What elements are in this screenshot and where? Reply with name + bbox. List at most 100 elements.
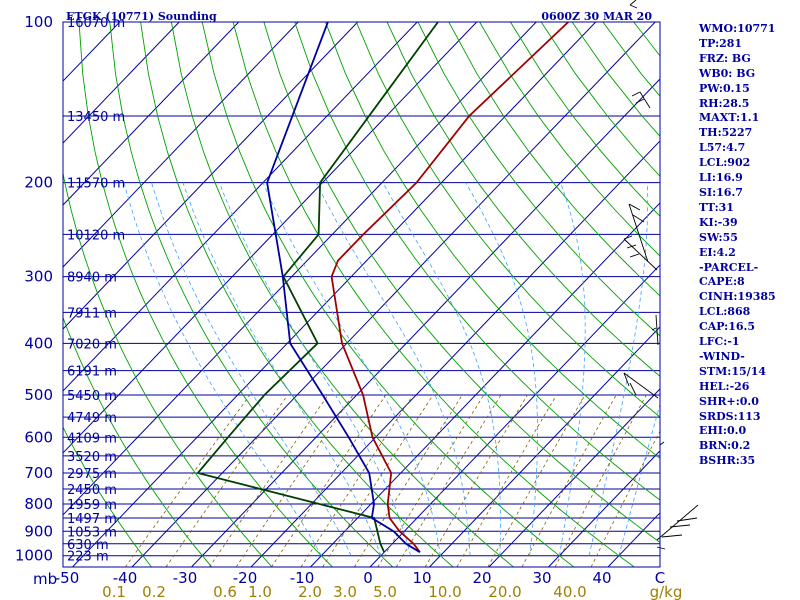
mixing-ratio-line [209, 394, 329, 567]
index-item: TP:281 [699, 36, 743, 50]
wind-barb [623, 372, 659, 399]
plot-frame [62, 21, 661, 568]
temperature-tick-label: 0 [363, 569, 373, 587]
moist-adiabat [262, 182, 441, 556]
mixing-ratio-tick-label: 10.0 [428, 583, 461, 600]
mixing-ratio-tick-label: g/kg [650, 583, 683, 600]
moist-adiabat-lines [123, 182, 660, 556]
index-item: -WIND- [699, 349, 745, 363]
index-item: SHR+:0.0 [699, 394, 759, 408]
dry-adiabat [294, 22, 660, 501]
height-label: 4109 m [67, 431, 117, 446]
mixing-ratio-axis-labels: 0.1 0.2 0.6 1.0 2.0 3.0 5.0 10.0 20.0 40.0 g/kg [102, 583, 682, 600]
isotherm-line [250, 140, 660, 567]
index-item: KI:-39 [699, 215, 738, 229]
pressure-unit-label: mb [33, 570, 57, 588]
height-label: 3520 m [67, 450, 117, 465]
pressure-tick-label: 400 [24, 334, 53, 352]
dry-adiabat [109, 22, 394, 567]
mixing-ratio-line [521, 394, 617, 567]
temperature-tick-label: -50 [55, 569, 80, 587]
dry-adiabat-lines [63, 22, 660, 567]
isotherm-line [0, 22, 1, 567]
dry-adiabat [201, 22, 575, 567]
mixing-ratio-line [487, 394, 586, 567]
isotherm-line [63, 22, 240, 206]
wind-barb-stroke [628, 203, 649, 263]
temperature-tick-label: -40 [113, 569, 138, 587]
mixing-ratio-tick-label: 0.6 [213, 583, 237, 600]
isotherm-line [63, 22, 180, 144]
index-item: EI:4.2 [699, 245, 736, 259]
wind-barb-stroke [629, 0, 637, 6]
index-item: SRDS:113 [699, 409, 761, 423]
index-item: CAPE:8 [699, 275, 745, 289]
moist-adiabat [219, 182, 411, 556]
wind-barb-stroke [661, 534, 683, 538]
height-label: 630 m [67, 538, 109, 553]
index-item: FRZ: BG [699, 51, 751, 65]
index-item: HEL:-26 [699, 379, 750, 393]
dry-adiabat [170, 22, 514, 567]
isobar-lines [63, 21, 660, 568]
index-item: TH:5227 [699, 126, 753, 140]
moist-adiabat [151, 182, 352, 556]
height-label: 11570 m [67, 177, 125, 192]
wind-barb-stroke [623, 372, 659, 399]
mixing-ratio-line [554, 394, 647, 567]
mixing-ratio-line [354, 394, 463, 567]
temperature-tick-label: 30 [532, 569, 551, 587]
dry-adiabat [78, 22, 333, 567]
temperature-axis-labels: -50 -40 -30 -20 -10 0 10 20 30 40 C [55, 569, 665, 587]
index-item: SW:55 [699, 230, 738, 244]
sounding-profiles [196, 22, 569, 553]
temperature-tick-label: 10 [412, 569, 431, 587]
wind-barb-stroke [656, 504, 699, 541]
mixing-ratio-line [165, 394, 289, 567]
wind-barbs [623, 0, 699, 550]
isotherm-line [0, 22, 60, 567]
height-label: 223 m [67, 550, 109, 565]
wind-barb [631, 91, 651, 109]
dry-adiabat [417, 22, 660, 337]
dewpoint-profile [196, 22, 439, 553]
wind-barb-stroke [631, 91, 641, 97]
moist-adiabat [588, 182, 649, 556]
index-item: STM:15/14 [699, 364, 766, 378]
isotherm-line [131, 22, 656, 567]
mixing-ratio-tick-label: 1.0 [248, 583, 272, 600]
temperature-tick-label: 20 [472, 569, 491, 587]
index-item: PW:0.15 [699, 81, 750, 95]
index-item: MAXT:1.1 [699, 111, 760, 125]
pressure-tick-label: 300 [24, 268, 53, 286]
mixing-ratio-tick-label: 40.0 [553, 583, 586, 600]
isotherm-line [63, 22, 537, 516]
pressure-tick-label: 1000 [15, 547, 53, 565]
wind-barb-stroke [629, 4, 638, 9]
dry-adiabat [232, 22, 635, 567]
wind-barb [659, 430, 665, 470]
height-labels: 16070 m 13450 m 11570 m 10120 m 8940 m 7911 m… [67, 16, 125, 565]
isotherm-line [63, 22, 299, 268]
wind-barb-stroke [635, 98, 645, 104]
moist-adiabat [559, 182, 586, 556]
index-item: LI:16.9 [699, 171, 743, 185]
moist-adiabat [123, 182, 322, 556]
mixing-ratio-tick-label: 3.0 [333, 583, 357, 600]
wind-barb-stroke [623, 238, 658, 271]
station-title: ETGK (10771) Sounding [66, 10, 217, 23]
parcel-path [266, 22, 421, 553]
isotherm-line [191, 78, 660, 567]
height-label: 4749 m [67, 411, 117, 426]
mixing-ratio-line [456, 394, 557, 567]
index-item: WB0: BG [699, 66, 756, 80]
isotherm-line [488, 388, 660, 567]
temperature-tick-label: -20 [233, 569, 258, 587]
stability-indices-list: WMO:10771 TP:281 FRZ: BG WB0: BG PW:0.15 RH:2… [699, 22, 799, 469]
wind-barb [628, 203, 649, 263]
index-item: EHI:0.0 [699, 424, 747, 438]
pressure-tick-label: 800 [24, 495, 53, 513]
index-item: TT:31 [699, 200, 734, 214]
isotherm-line [63, 22, 359, 330]
